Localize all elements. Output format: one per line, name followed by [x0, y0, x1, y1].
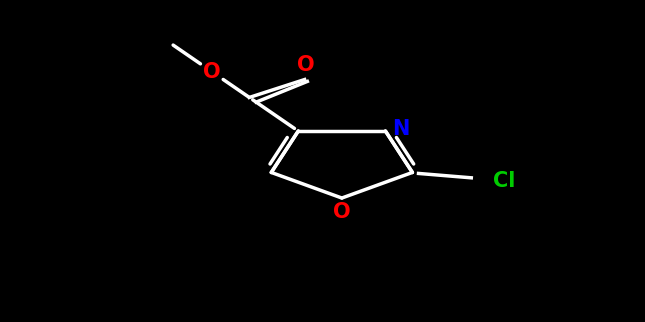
Text: N: N — [392, 119, 410, 139]
Text: Cl: Cl — [493, 171, 515, 191]
Text: O: O — [333, 202, 351, 222]
Text: O: O — [203, 62, 221, 82]
Text: O: O — [297, 55, 315, 75]
